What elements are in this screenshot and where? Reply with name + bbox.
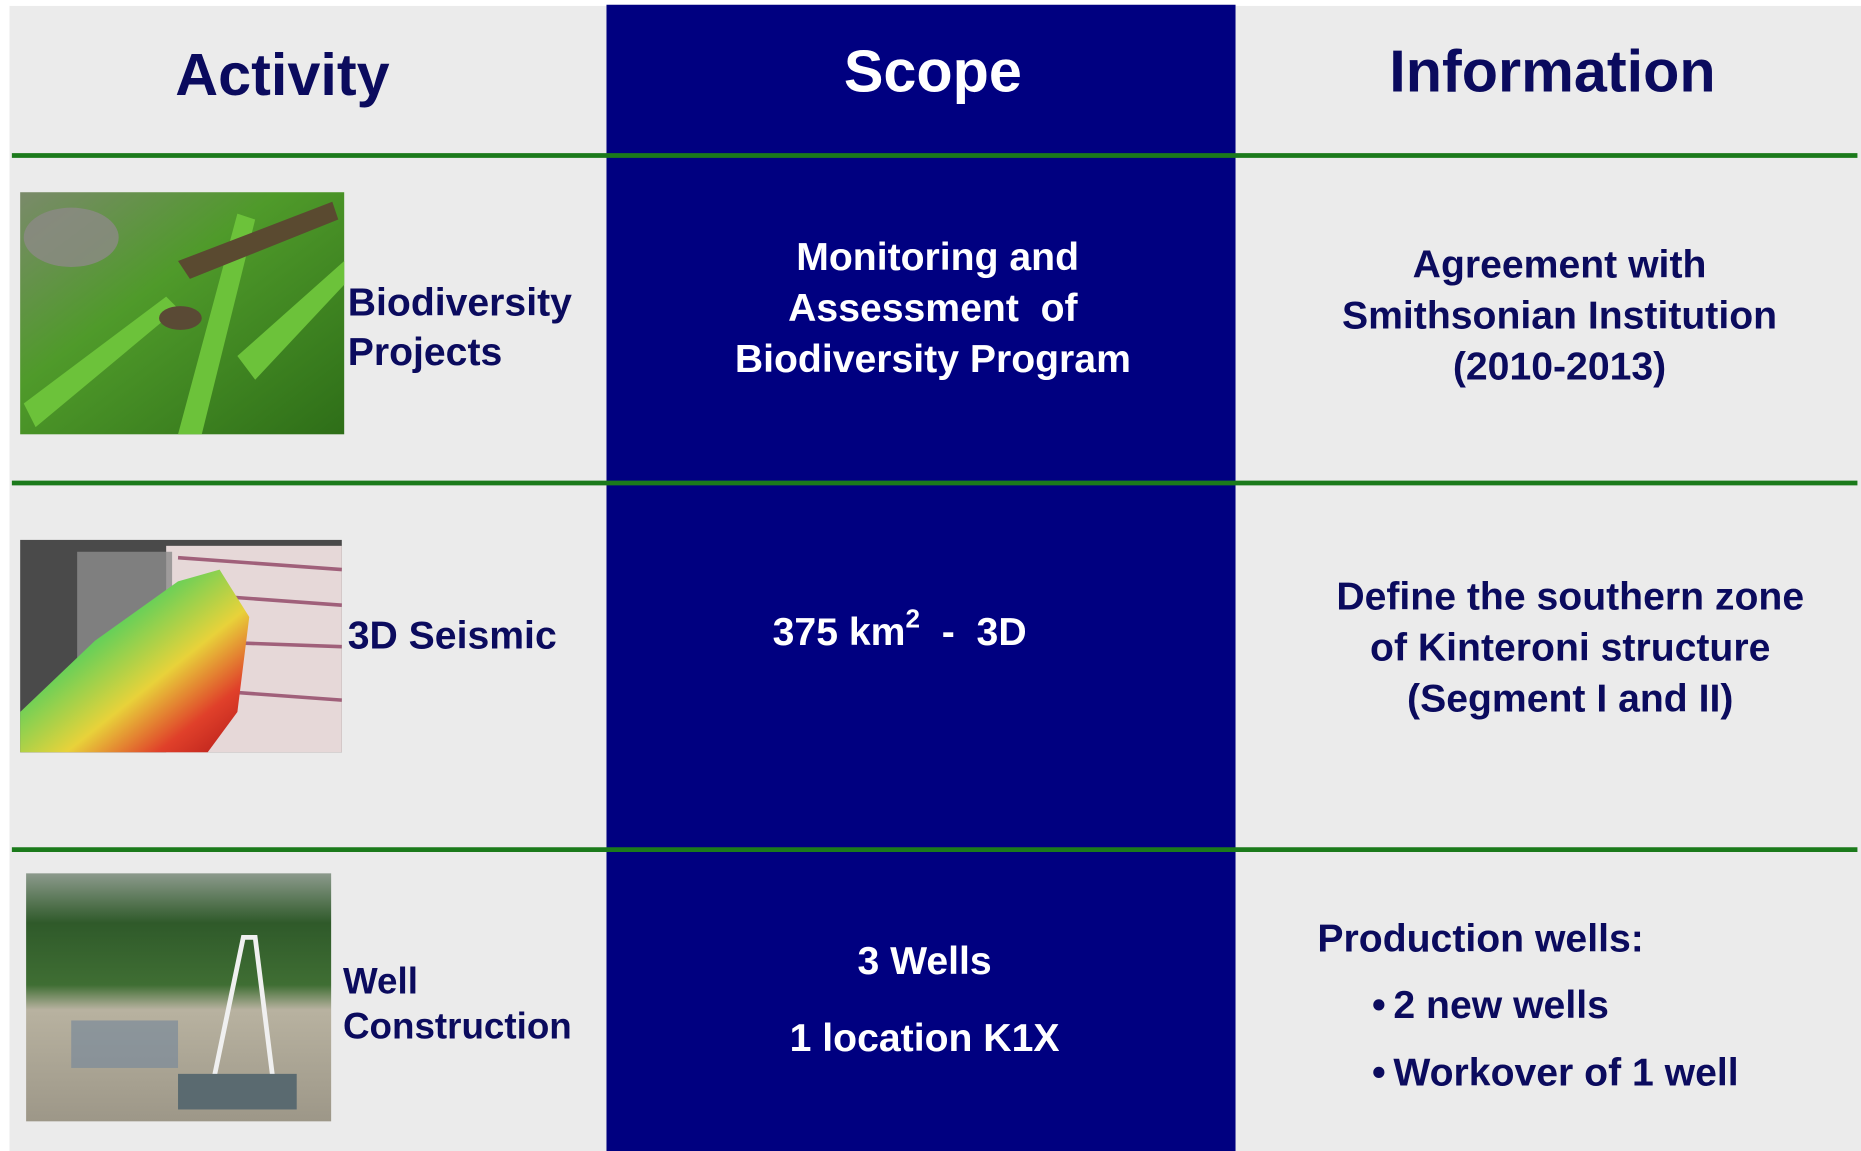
image-seismic xyxy=(20,540,342,752)
information-text: (Segment I and II) xyxy=(1407,678,1733,721)
scope-text: Assessment of xyxy=(788,287,1078,330)
scope-superscript: 2 xyxy=(905,603,920,633)
information-text: Define the southern zone xyxy=(1336,576,1804,619)
header-activity: Activity xyxy=(175,41,389,108)
activity-label: Biodiversity xyxy=(348,281,572,324)
information-heading: Production wells: xyxy=(1317,917,1643,960)
photo-well xyxy=(26,873,331,1121)
scope-text: Biodiversity Program xyxy=(735,338,1131,381)
scope-suffix: - 3D xyxy=(920,611,1027,654)
photo-biodiversity xyxy=(20,192,344,434)
scope-text: 375 km2 - 3D xyxy=(773,603,1027,654)
activity-label: Projects xyxy=(348,331,503,374)
information-bullet: 2 new wells xyxy=(1393,984,1608,1027)
activity-label: Well xyxy=(343,960,418,1001)
information-text: of Kinteroni structure xyxy=(1370,627,1770,670)
slide: Activity Scope Information Biodiversity … xyxy=(0,0,1861,1151)
scope-text: Monitoring and xyxy=(796,236,1079,279)
header-information: Information xyxy=(1389,38,1715,105)
scope-text: 3 Wells xyxy=(857,940,991,983)
bullet: • xyxy=(1372,1051,1386,1094)
information-bullet: Workover of 1 well xyxy=(1393,1051,1738,1094)
activity-label: Construction xyxy=(343,1006,572,1047)
scope-text: 1 location K1X xyxy=(790,1017,1060,1060)
scope-value: 375 km xyxy=(773,611,906,654)
information-text: (2010-2013) xyxy=(1453,345,1666,388)
header-scope: Scope xyxy=(844,38,1022,105)
information-text: Smithsonian Institution xyxy=(1342,294,1777,337)
information-text: Agreement with xyxy=(1413,243,1707,286)
activity-label: 3D Seismic xyxy=(348,615,557,658)
bullet: • xyxy=(1372,984,1386,1027)
